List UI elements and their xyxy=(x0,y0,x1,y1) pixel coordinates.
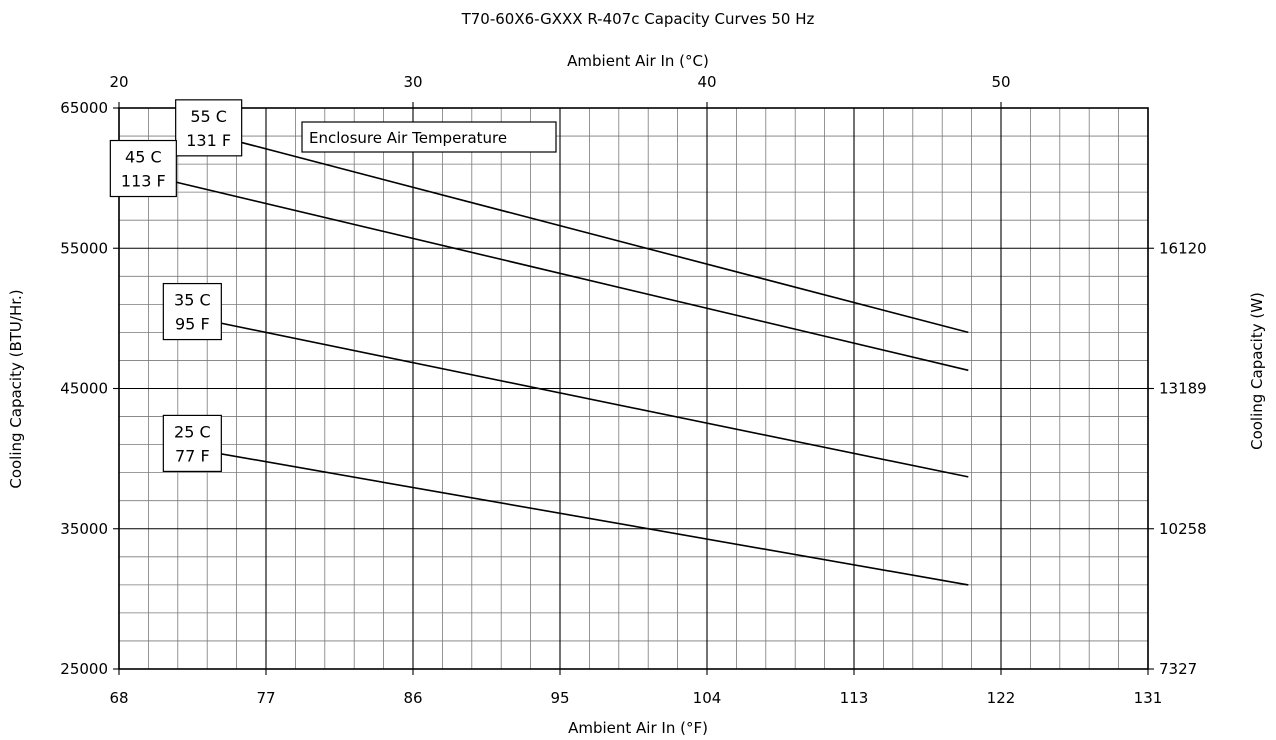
series-label-box xyxy=(175,99,243,157)
legend-title-box xyxy=(301,121,557,153)
left-y-axis-label: Cooling Capacity (BTU/Hr.) xyxy=(7,289,25,488)
y-tick-label: 65000 xyxy=(60,99,108,117)
x-tick-label: 77 xyxy=(256,689,275,707)
y-tick-label: 25000 xyxy=(60,660,108,678)
x2-tick-label: 50 xyxy=(991,73,1010,91)
series-label-0: 55 C 131 F xyxy=(175,99,243,157)
x-tick-label: 68 xyxy=(109,689,128,707)
x-tick-label: 95 xyxy=(550,689,569,707)
series-label-fahrenheit: 131 F xyxy=(186,131,231,150)
series-label-box xyxy=(162,282,222,341)
x-tick-label: 113 xyxy=(840,689,869,707)
x-tick-label: 122 xyxy=(987,689,1016,707)
x2-tick-label: 20 xyxy=(109,73,128,91)
series-label-box xyxy=(109,139,177,198)
series-label-celsius: 55 C xyxy=(190,107,227,126)
series-label-3: 25 C 77 F xyxy=(162,414,222,473)
series-lines xyxy=(135,131,969,586)
series-line-2 xyxy=(184,314,969,478)
x-tick-label: 86 xyxy=(403,689,422,707)
y2-tick-label: 13189 xyxy=(1159,380,1207,398)
series-line-3 xyxy=(184,446,969,586)
series-label-fahrenheit: 77 F xyxy=(175,446,210,465)
series-label-fahrenheit: 113 F xyxy=(121,172,166,191)
series-line-1 xyxy=(135,171,969,372)
legend-title: Enclosure Air Temperature xyxy=(309,129,507,147)
series-label-box xyxy=(162,414,222,473)
y2-tick-label: 10258 xyxy=(1159,520,1207,538)
x2-tick-label: 40 xyxy=(697,73,716,91)
grid xyxy=(118,107,1149,670)
y2-tick-label: 16120 xyxy=(1159,239,1207,257)
y-tick-label: 35000 xyxy=(60,520,108,538)
tick-labels: 68 77 86 95 104 113 122 131 20 30 40 50 25000 35000 45… xyxy=(60,73,1206,707)
series-label-2: 35 C 95 F xyxy=(162,282,222,341)
x2-tick-label: 30 xyxy=(403,73,422,91)
y-tick-label: 45000 xyxy=(60,380,108,398)
top-x-axis-label: Ambient Air In (°C) xyxy=(567,52,709,70)
x-tick-label: 131 xyxy=(1134,689,1163,707)
series-label-celsius: 45 C xyxy=(125,148,162,167)
series-line-0 xyxy=(200,131,969,334)
series-label-1: 45 C 113 F xyxy=(109,139,177,198)
series-label-fahrenheit: 95 F xyxy=(175,315,210,334)
y2-tick-label: 7327 xyxy=(1159,660,1197,678)
y-tick-label: 55000 xyxy=(60,239,108,257)
bottom-x-axis-label: Ambient Air In (°F) xyxy=(568,719,708,737)
series-labels: 55 C 131 F 45 C 113 F 35 C 95 F 25 C 77 F xyxy=(109,99,243,473)
x-tick-label: 104 xyxy=(693,689,722,707)
series-label-celsius: 25 C xyxy=(174,422,211,441)
right-y-axis-label: Cooling Capacity (W) xyxy=(1248,292,1266,450)
chart-title: T70-60X6-GXXX R-407c Capacity Curves 50 … xyxy=(461,10,815,28)
legend: Enclosure Air Temperature xyxy=(301,121,557,153)
series-label-celsius: 35 C xyxy=(174,291,211,310)
